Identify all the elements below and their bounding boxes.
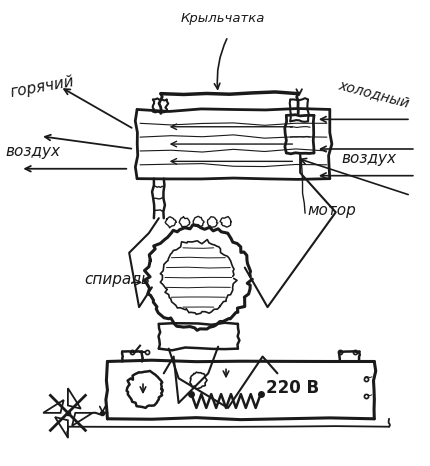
Text: горячий: горячий — [9, 74, 75, 100]
Text: спираль: спираль — [85, 273, 150, 288]
Text: воздух: воздух — [342, 151, 396, 166]
Text: ~: ~ — [362, 371, 373, 384]
Text: ~: ~ — [362, 389, 373, 402]
Text: 220 В: 220 В — [266, 379, 319, 397]
Text: холодный: холодный — [337, 77, 411, 110]
Text: мотор: мотор — [307, 203, 356, 218]
Text: Крыльчатка: Крыльчатка — [181, 13, 265, 26]
Text: воздух: воздух — [6, 144, 61, 159]
